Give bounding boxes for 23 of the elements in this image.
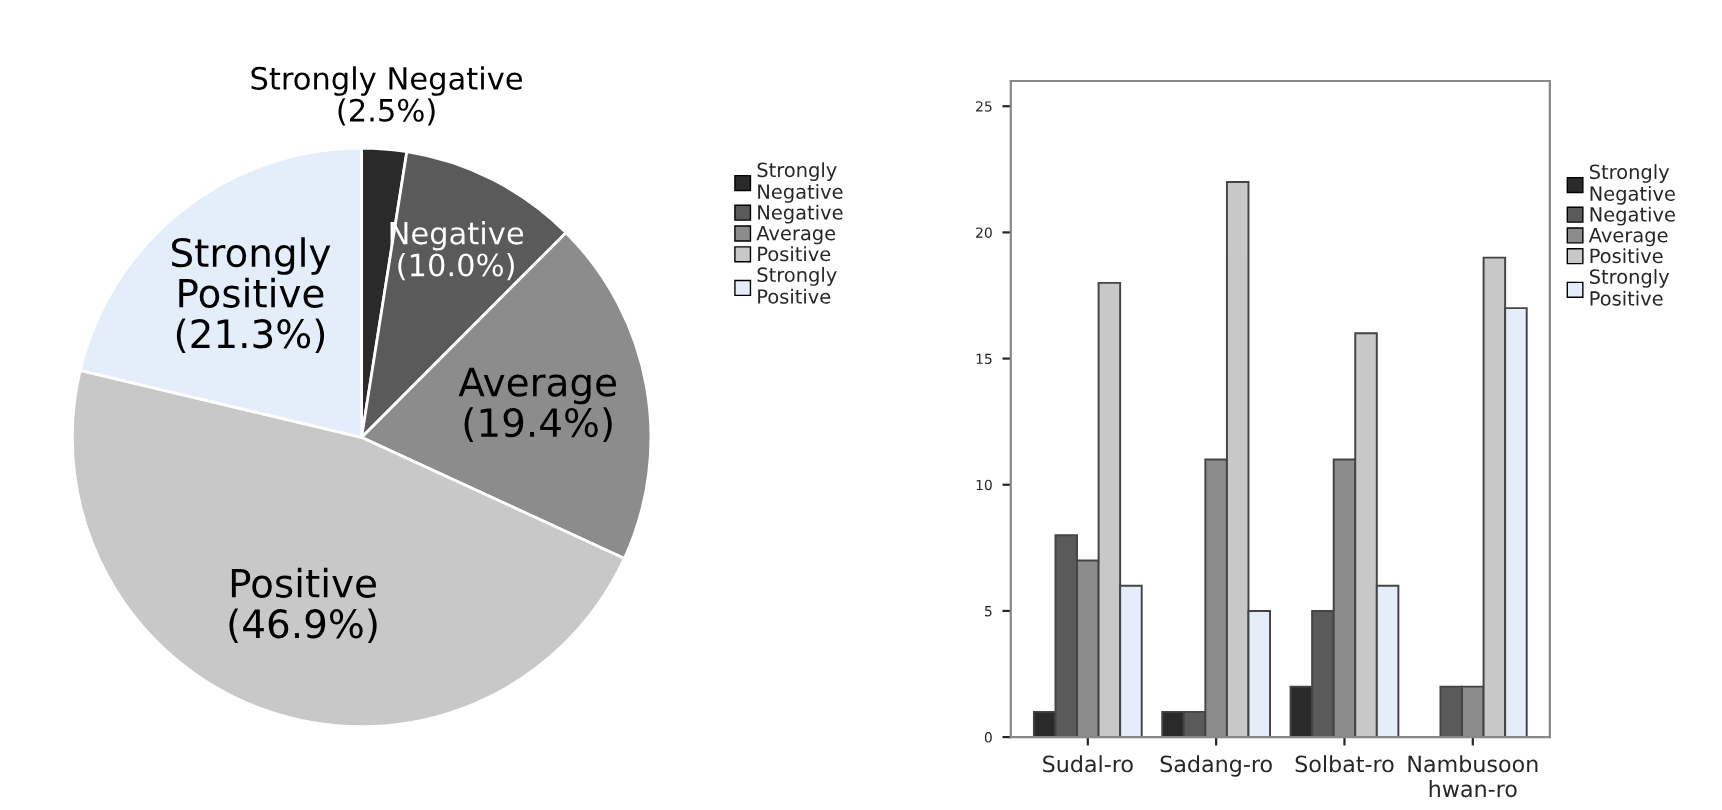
slice-label: Strongly Positive — [172, 237, 331, 308]
slice-label: Strongly Negative — [251, 66, 522, 96]
x-tick-label: Sadang-ro — [1160, 755, 1272, 777]
slice-label: Positive — [231, 567, 376, 598]
legend-label: Strongly Negative — [757, 162, 843, 203]
legend-label: Positive — [758, 246, 831, 262]
legend-label: Negative — [758, 204, 843, 224]
legend-label: Negative — [1590, 206, 1675, 226]
x-tick-label: Sudal-ro — [1043, 755, 1133, 773]
legend-label: Positive — [1590, 248, 1663, 264]
legend-label: Strongly Negative — [1589, 164, 1675, 205]
data-label: (10.0%) — [398, 252, 514, 281]
data-label: (21.3%) — [176, 318, 325, 354]
data-label: (19.4%) — [464, 407, 612, 442]
legend-label: Average — [756, 226, 836, 245]
legend-label: Strongly Positive — [1589, 268, 1670, 306]
data-label: (2.5%) — [338, 98, 435, 126]
slice-label: Average — [458, 367, 616, 405]
legend-label: Strongly Positive — [757, 267, 837, 304]
legend-label: Average — [1588, 228, 1668, 247]
x-tick-label: Solbat-ro — [1295, 755, 1394, 773]
data-label: (46.9%) — [229, 608, 377, 644]
x-tick-label: Nambusoon hwan-ro — [1408, 755, 1538, 798]
